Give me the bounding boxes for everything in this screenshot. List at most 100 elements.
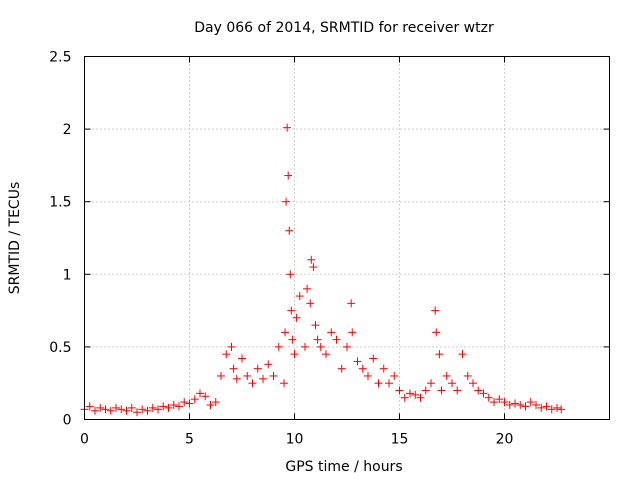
data-point xyxy=(190,395,199,404)
data-point xyxy=(138,405,147,414)
data-point xyxy=(385,379,393,388)
data-point xyxy=(106,406,115,415)
data-point xyxy=(127,403,136,412)
data-point xyxy=(232,374,241,383)
data-point xyxy=(159,402,168,411)
data-point xyxy=(442,371,451,380)
data-point xyxy=(238,354,246,363)
y-tick-label: 0 xyxy=(63,413,72,429)
y-tick-label: 1 xyxy=(63,267,72,283)
data-point xyxy=(400,393,409,402)
data-point xyxy=(479,389,488,398)
data-point xyxy=(133,408,141,417)
data-point xyxy=(148,403,157,412)
data-point xyxy=(259,374,267,383)
data-point xyxy=(288,335,297,344)
data-point xyxy=(243,371,252,380)
x-tick-label: 10 xyxy=(286,432,304,448)
data-point xyxy=(557,405,566,414)
data-point xyxy=(353,357,362,366)
data-point xyxy=(274,342,283,351)
data-point xyxy=(406,389,414,398)
data-point xyxy=(164,403,173,412)
data-point xyxy=(175,402,183,411)
data-point xyxy=(526,398,535,407)
data-point xyxy=(532,400,540,409)
data-point xyxy=(542,402,551,411)
data-point xyxy=(280,379,288,388)
data-point xyxy=(505,400,514,409)
data-point xyxy=(379,364,388,373)
data-points xyxy=(80,123,566,417)
data-point xyxy=(169,400,178,409)
data-point xyxy=(309,263,318,272)
y-tick-label: 2 xyxy=(63,122,72,138)
data-point xyxy=(348,328,357,337)
data-point xyxy=(322,350,330,359)
data-point xyxy=(264,360,273,369)
data-point xyxy=(547,405,556,414)
data-point xyxy=(511,399,519,408)
data-point xyxy=(553,403,561,412)
data-point xyxy=(421,386,430,395)
data-point xyxy=(284,171,293,180)
data-point xyxy=(500,398,509,407)
data-point xyxy=(337,364,346,373)
data-point xyxy=(316,342,325,351)
data-point xyxy=(332,335,341,344)
data-point xyxy=(358,364,367,373)
data-point xyxy=(91,406,99,415)
data-point xyxy=(521,402,530,411)
chart-title: Day 066 of 2014, SRMTID for receiver wtz… xyxy=(194,20,494,36)
data-point xyxy=(307,255,316,264)
data-point xyxy=(537,403,546,412)
data-point xyxy=(327,328,336,337)
data-point xyxy=(301,342,309,351)
data-point xyxy=(374,379,383,388)
chart-grid xyxy=(84,56,610,420)
data-point xyxy=(490,398,498,407)
data-point xyxy=(292,313,301,322)
data-point xyxy=(180,398,189,407)
data-point xyxy=(432,328,441,337)
data-point xyxy=(313,335,322,344)
data-point xyxy=(143,406,152,415)
data-point xyxy=(217,371,225,380)
data-point xyxy=(427,379,435,388)
data-point xyxy=(253,364,262,373)
data-point xyxy=(411,390,420,399)
data-point xyxy=(112,403,120,412)
data-point xyxy=(435,350,444,359)
data-point xyxy=(96,403,105,412)
axis-ticks: 0 0.5 1 1.5 2 2.5 0 5 10 15 20 xyxy=(49,50,610,448)
data-point xyxy=(269,371,278,380)
data-point xyxy=(85,402,94,411)
data-point xyxy=(154,405,162,414)
x-tick-label: 5 xyxy=(185,432,194,448)
y-tick-label: 0.5 xyxy=(49,340,71,356)
data-point xyxy=(206,400,215,409)
data-point xyxy=(395,386,404,395)
data-point xyxy=(222,350,231,359)
data-point xyxy=(311,321,320,330)
data-point xyxy=(295,292,304,301)
data-point xyxy=(248,379,257,388)
data-point xyxy=(211,398,220,407)
y-tick-label: 2.5 xyxy=(49,50,71,66)
data-point xyxy=(229,364,238,373)
data-point xyxy=(431,306,440,315)
data-point xyxy=(463,371,472,380)
data-point xyxy=(227,342,236,351)
data-point xyxy=(117,405,126,414)
x-tick-label: 20 xyxy=(496,432,514,448)
data-point xyxy=(303,284,312,293)
plot-frame xyxy=(84,56,610,420)
data-point xyxy=(290,350,299,359)
data-point xyxy=(286,270,295,279)
data-point xyxy=(347,299,356,308)
data-point xyxy=(287,306,296,315)
data-point xyxy=(201,392,210,401)
y-tick-label: 1.5 xyxy=(49,195,71,211)
data-point xyxy=(390,371,399,380)
